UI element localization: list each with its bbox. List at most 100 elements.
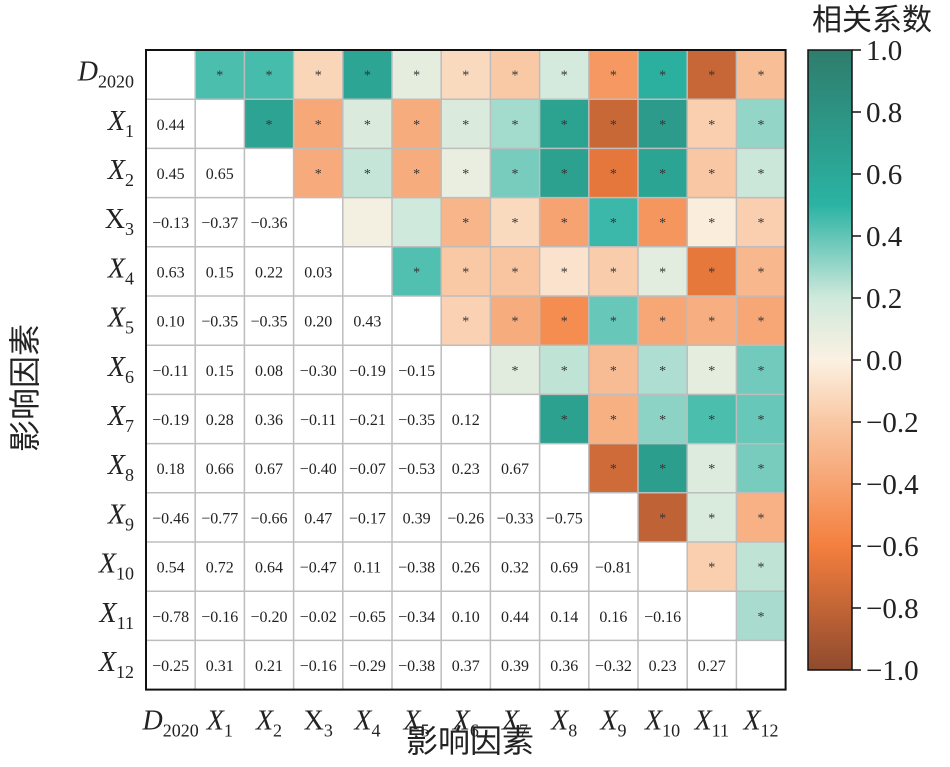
- significance-marker: *: [512, 69, 519, 84]
- correlation-value-label: 0.10: [452, 609, 480, 626]
- correlation-value-label: −0.66: [250, 510, 287, 527]
- heatmap-cell: [539, 50, 589, 100]
- heatmap-cell: [392, 197, 442, 247]
- significance-marker: *: [659, 315, 666, 330]
- heatmap-cell: [638, 99, 688, 149]
- significance-marker: *: [758, 511, 765, 526]
- correlation-value-label: −0.40: [300, 461, 337, 478]
- significance-marker: *: [758, 118, 765, 133]
- significance-marker: *: [315, 69, 322, 84]
- heatmap-cell: [392, 50, 442, 100]
- significance-marker: *: [659, 511, 666, 526]
- heatmap-cell: [539, 148, 589, 198]
- heatmap-cell: [736, 148, 786, 198]
- significance-marker: *: [659, 462, 666, 477]
- heatmap-cell: [392, 148, 442, 198]
- heatmap-cell: [244, 99, 294, 149]
- heatmap-cell: [588, 296, 638, 346]
- correlation-value-label: 0.69: [550, 560, 578, 577]
- heatmap-cell: [342, 99, 392, 149]
- significance-marker: *: [512, 315, 519, 330]
- correlation-value-label: 0.20: [304, 314, 332, 331]
- heatmap-cells: * * * * * * * * * * * * 0.44 * * * * * * * * * * * 0.45 0.65 * * * * *…: [152, 50, 786, 675]
- significance-marker: *: [561, 364, 568, 379]
- significance-marker: *: [610, 216, 617, 231]
- heatmap-cell: [638, 492, 688, 542]
- heatmap-cell: [490, 99, 540, 149]
- correlation-value-label: −0.47: [300, 560, 337, 577]
- significance-marker: *: [708, 118, 715, 133]
- row-label: X11: [99, 598, 134, 633]
- heatmap-cell: [490, 246, 540, 296]
- heatmap-cell: [687, 443, 737, 493]
- correlation-value-label: −0.11: [152, 363, 188, 380]
- significance-marker: *: [315, 167, 322, 182]
- significance-marker: *: [708, 413, 715, 428]
- heatmap-cell: [687, 197, 737, 247]
- correlation-value-label: −0.26: [447, 510, 484, 527]
- heatmap-cell: [736, 591, 786, 641]
- correlation-value-label: −0.20: [250, 609, 287, 626]
- correlation-value-label: 0.44: [157, 117, 185, 134]
- heatmap-cell: [293, 50, 343, 100]
- significance-marker: *: [364, 69, 371, 84]
- significance-marker: *: [266, 69, 273, 84]
- heatmap-cell: [244, 50, 294, 100]
- heatmap-cell: [441, 296, 491, 346]
- correlation-value-label: −0.81: [595, 560, 632, 577]
- colorbar-tick-label: 0.6: [866, 159, 902, 191]
- heatmap-cell: [195, 50, 245, 100]
- correlation-value-label: −0.35: [250, 314, 287, 331]
- heatmap-cell: [441, 50, 491, 100]
- heatmap-cell: [490, 197, 540, 247]
- correlation-value-label: −0.11: [300, 412, 336, 429]
- correlation-value-label: 0.39: [403, 510, 431, 527]
- correlation-value-label: 0.15: [206, 264, 234, 281]
- heatmap-cell: [342, 148, 392, 198]
- correlation-value-label: 0.66: [206, 461, 234, 478]
- heatmap-cell: [736, 443, 786, 493]
- significance-marker: *: [561, 413, 568, 428]
- heatmap-cell: [441, 197, 491, 247]
- correlation-value-label: 0.67: [501, 461, 529, 478]
- colorbar: 相关系数 1.0 0.8 0.6 0.4 0.2 0.0 −0.2 −0.4 −0.6 −0.8 −…: [807, 3, 932, 687]
- row-label: X12: [98, 647, 134, 682]
- correlation-value-label: −0.07: [349, 461, 386, 478]
- correlation-value-label: −0.46: [152, 510, 189, 527]
- heatmap-cell: [539, 394, 589, 444]
- colorbar-tick-label: −0.2: [866, 407, 919, 439]
- heatmap-cell: [342, 197, 392, 247]
- column-label: X7: [501, 706, 528, 741]
- column-label: X9: [599, 706, 626, 741]
- significance-marker: *: [512, 216, 519, 231]
- significance-marker: *: [610, 167, 617, 182]
- heatmap-cell: [588, 443, 638, 493]
- column-label: X4: [353, 706, 380, 741]
- significance-marker: *: [413, 167, 420, 182]
- correlation-value-label: 0.43: [353, 314, 381, 331]
- column-label: X8: [550, 706, 577, 741]
- colorbar-tick-label: −0.6: [866, 531, 919, 563]
- correlation-value-label: 0.15: [206, 363, 234, 380]
- correlation-value-label: 0.14: [550, 609, 578, 626]
- heatmap-cell: [687, 148, 737, 198]
- significance-marker: *: [364, 118, 371, 133]
- correlation-value-label: −0.19: [349, 363, 386, 380]
- significance-marker: *: [610, 315, 617, 330]
- correlation-value-label: −0.35: [201, 314, 238, 331]
- heatmap-cell: [441, 246, 491, 296]
- colorbar-title: 相关系数: [812, 3, 932, 38]
- correlation-value-label: 0.16: [599, 609, 627, 626]
- heatmap-cell: [638, 443, 688, 493]
- significance-marker: *: [462, 265, 469, 280]
- heatmap-cell: [588, 148, 638, 198]
- heatmap-cell: [490, 296, 540, 346]
- correlation-value-label: 0.67: [255, 461, 283, 478]
- significance-marker: *: [758, 167, 765, 182]
- correlation-value-label: −0.36: [250, 215, 287, 232]
- heatmap-cell: [638, 50, 688, 100]
- row-label: X9: [107, 499, 134, 534]
- significance-marker: *: [659, 364, 666, 379]
- correlation-value-label: 0.18: [157, 461, 185, 478]
- heatmap-cell: [392, 99, 442, 149]
